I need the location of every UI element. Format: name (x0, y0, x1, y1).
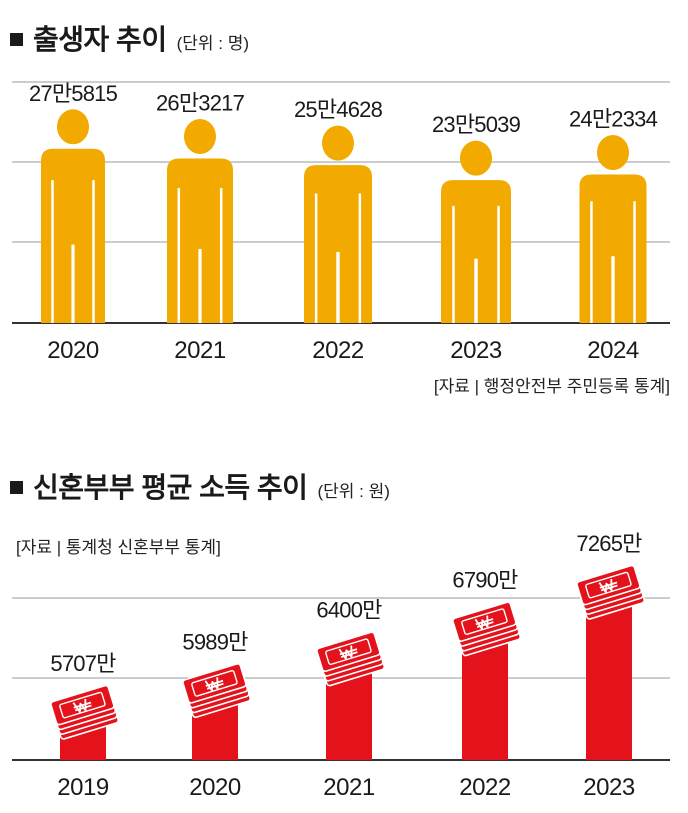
value-label: 5989만 (182, 629, 248, 654)
person-head (322, 125, 354, 161)
x-tick-label: 2021 (174, 337, 226, 364)
arm-gap (51, 180, 54, 323)
arm-gap (358, 193, 362, 323)
person-icon (41, 109, 105, 323)
value-label: 6400만 (316, 598, 382, 623)
leg-gap (71, 244, 75, 323)
x-tick-label: 2021 (323, 774, 375, 801)
money-stack-icon (576, 564, 646, 620)
title-bullet-icon (10, 481, 23, 494)
money-stack-icon (316, 631, 386, 687)
income-unit: (단위 : 원) (317, 482, 390, 501)
arm-gap (497, 205, 500, 323)
title-bullet-icon (10, 33, 23, 46)
x-tick-label: 2020 (189, 774, 241, 801)
x-tick-label: 2019 (57, 774, 109, 801)
income-title-block: 신혼부부 평균 소득 추이 (단위 : 원) (10, 466, 390, 506)
bill-frame (461, 608, 508, 636)
person-icon (441, 140, 511, 323)
person-head (57, 109, 89, 145)
bar (586, 591, 632, 760)
bill-frame (191, 670, 238, 697)
x-tick-label: 2023 (583, 774, 635, 801)
money-stack-icon (182, 663, 252, 719)
arm-gap (633, 201, 636, 323)
value-label: 7265만 (576, 531, 642, 556)
money-stack-icon (50, 684, 120, 740)
x-tick-label: 2023 (450, 337, 502, 364)
person-body (441, 180, 511, 323)
x-tick-label: 2022 (459, 774, 511, 801)
arm-gap (314, 193, 318, 323)
value-label: 6790만 (452, 568, 518, 593)
arm-gap (177, 188, 181, 323)
bill-frame (585, 571, 632, 599)
births-title-block: 출생자 추이 (단위 : 명) (10, 18, 249, 58)
x-tick-label: 2020 (47, 337, 99, 364)
x-tick-label: 2024 (587, 337, 639, 364)
arm-gap (452, 205, 455, 323)
births-unit: (단위 : 명) (176, 34, 250, 53)
births-title: 출생자 추이 (33, 24, 167, 55)
arm-gap (92, 180, 95, 323)
value-label: 25만4628 (294, 97, 383, 122)
value-label: 24만2334 (569, 107, 658, 132)
won-sign-icon (72, 698, 92, 714)
value-label: 26만3217 (156, 90, 245, 115)
leg-gap (198, 248, 202, 323)
leg-gap (474, 258, 478, 323)
income-title: 신혼부부 평균 소득 추이 (33, 472, 308, 503)
person-icon (579, 135, 647, 323)
person-body (41, 148, 105, 323)
arm-gap (590, 201, 593, 323)
person-body (579, 174, 647, 323)
won-sign-icon (474, 615, 494, 630)
person-icon (304, 125, 372, 323)
person-body (167, 158, 233, 323)
leg-gap (611, 256, 615, 323)
value-label: 5707만 (50, 651, 116, 676)
person-head (597, 135, 629, 171)
money-stack-icon (452, 601, 522, 657)
leg-gap (336, 251, 340, 323)
bill-frame (59, 691, 106, 719)
value-label: 27만5815 (29, 81, 118, 106)
income-source: [자료 | 통계청 신혼부부 통계] (16, 538, 221, 557)
bill-frame (325, 638, 372, 666)
won-sign-icon (598, 578, 618, 594)
value-label: 23만5039 (432, 112, 521, 137)
births-source: [자료 | 행정안전부 주민등록 통계] (433, 377, 670, 396)
person-body (304, 165, 372, 323)
person-head (184, 118, 216, 154)
won-sign-icon (204, 677, 224, 692)
won-sign-icon (338, 645, 358, 660)
arm-gap (219, 188, 223, 323)
person-icon (167, 118, 233, 323)
person-head (460, 140, 492, 176)
x-tick-label: 2022 (312, 337, 364, 364)
